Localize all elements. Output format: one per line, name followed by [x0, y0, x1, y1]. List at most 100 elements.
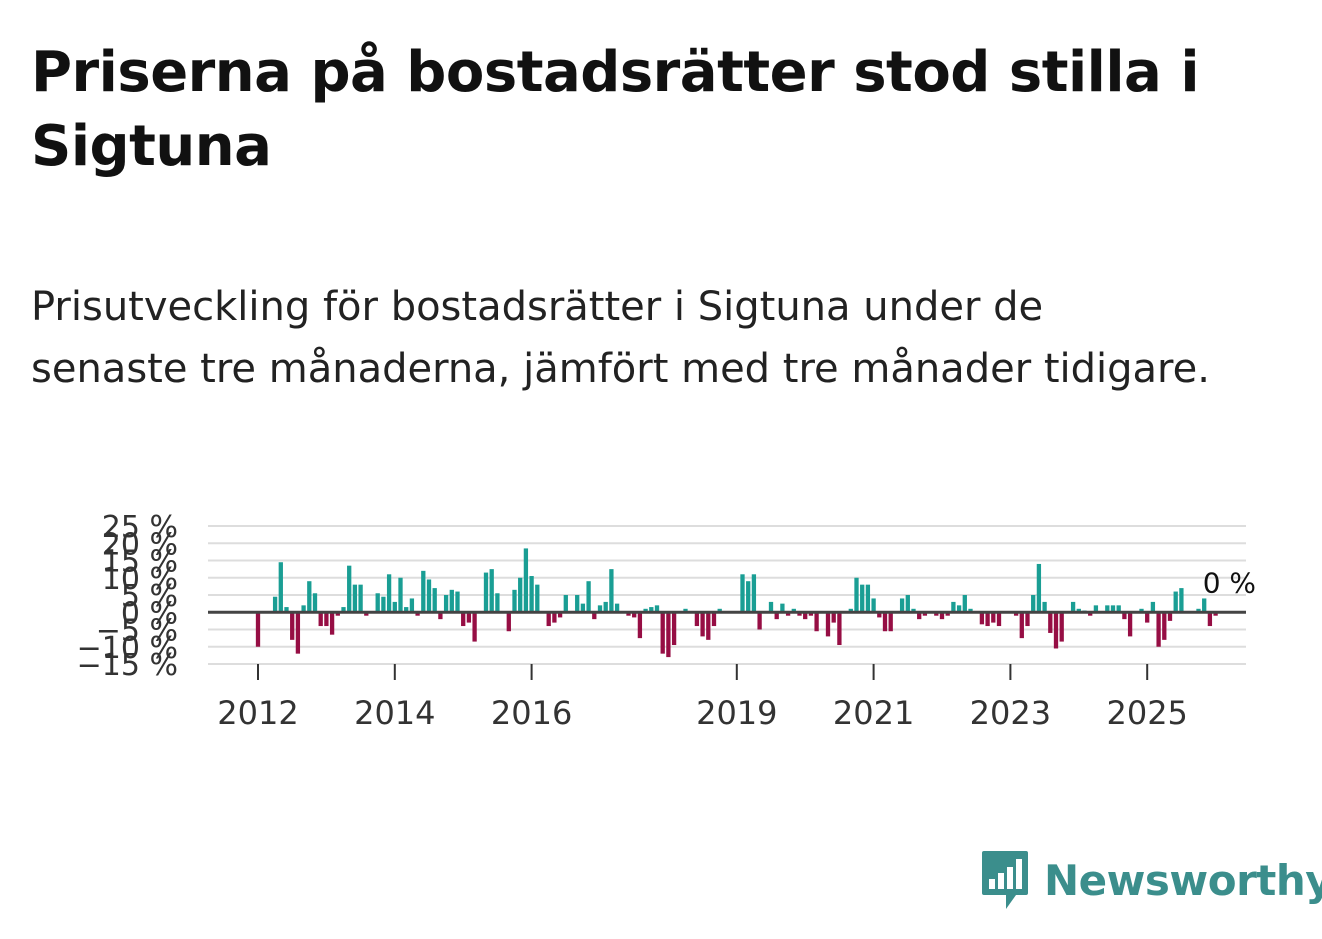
bar [1207, 612, 1213, 627]
bar [546, 612, 551, 627]
x-tick-label: 2016 [491, 694, 572, 732]
bar [347, 565, 352, 613]
bar [449, 589, 454, 613]
bar [284, 607, 289, 613]
bar [375, 593, 380, 613]
bar [1059, 612, 1064, 642]
bar [1031, 595, 1036, 613]
chart-subtitle: Prisutveckling för bostadsrätter i Sigtu… [31, 284, 1210, 392]
bar [455, 591, 460, 613]
bar [1093, 605, 1099, 613]
x-tick-label: 2014 [354, 694, 435, 732]
bar [1019, 612, 1024, 639]
bar [278, 562, 283, 613]
bar [364, 612, 369, 616]
bar [312, 593, 318, 613]
bar [666, 612, 671, 658]
bar [939, 612, 945, 620]
y-tick-label: −10 % [77, 631, 178, 666]
bar [358, 584, 363, 613]
bar [683, 608, 688, 613]
newsworthy-logo-text: Newsworthy [1044, 855, 1322, 905]
bar [609, 569, 614, 613]
bar [535, 584, 540, 613]
bar [489, 569, 494, 613]
bar [1173, 591, 1178, 613]
bar [780, 603, 785, 613]
bar [717, 608, 722, 613]
y-tick-label: 0 % [121, 596, 178, 631]
bar [415, 612, 420, 616]
bar [1070, 601, 1076, 613]
bar [837, 612, 842, 646]
bar [706, 612, 711, 640]
bar [848, 608, 853, 613]
bar [552, 612, 557, 623]
bar [626, 612, 631, 616]
bar [335, 612, 340, 616]
bar [318, 612, 323, 627]
bar [443, 595, 449, 613]
bar [854, 577, 859, 613]
y-axis-labels: 25 %20 %15 %10 %5 %0 %−5 %−10 %−15 % [77, 510, 178, 683]
bar [905, 595, 910, 613]
bar [1042, 601, 1047, 613]
bar [575, 595, 580, 613]
bar [1076, 608, 1081, 613]
y-tick-label: −15 % [77, 648, 178, 683]
bar [409, 598, 415, 613]
bar [483, 572, 489, 613]
bar [831, 612, 836, 623]
bar [1162, 612, 1167, 640]
bar [985, 612, 990, 627]
bar [797, 612, 802, 616]
y-tick-label: 10 % [102, 562, 178, 597]
annotations: 0 % [1203, 566, 1256, 599]
bar [461, 612, 466, 627]
bar [495, 593, 500, 613]
bar [329, 612, 335, 635]
bar [922, 612, 928, 616]
bar [563, 595, 568, 613]
bar [968, 608, 973, 613]
bar [979, 612, 985, 625]
bar [700, 612, 705, 637]
bar [518, 577, 523, 613]
bar [808, 612, 814, 616]
newsworthy-logo[interactable]: Newsworthy [980, 848, 1322, 912]
bar [614, 603, 620, 613]
bar [529, 576, 534, 613]
bar [557, 612, 563, 618]
bar [643, 608, 648, 613]
bar [814, 612, 819, 632]
bar [295, 612, 301, 654]
bar [956, 605, 962, 613]
bar [466, 612, 472, 623]
chart-title: Priserna på bostadsrätter stod stilla i … [31, 40, 1200, 179]
bar [768, 601, 774, 613]
bar [962, 595, 967, 613]
newsworthy-logo-icon [982, 851, 1028, 909]
bar [426, 579, 432, 613]
bar [751, 574, 757, 613]
bar [1156, 612, 1161, 647]
bar [757, 612, 762, 630]
bar [803, 612, 808, 620]
bar [290, 612, 295, 640]
bar [352, 584, 358, 613]
bar [740, 574, 745, 613]
bar [632, 612, 637, 618]
bar [882, 612, 888, 632]
bar [1105, 605, 1110, 613]
bar [865, 584, 871, 613]
x-axis: 2012 2014 2016 2019 2021 2023 2025 [217, 664, 1188, 732]
bar [392, 601, 397, 613]
bar [746, 581, 751, 613]
bar [603, 601, 608, 613]
bar [1127, 612, 1133, 637]
bar [472, 612, 477, 642]
bar [1036, 563, 1042, 613]
bar [1196, 608, 1201, 613]
bar [1179, 588, 1184, 613]
